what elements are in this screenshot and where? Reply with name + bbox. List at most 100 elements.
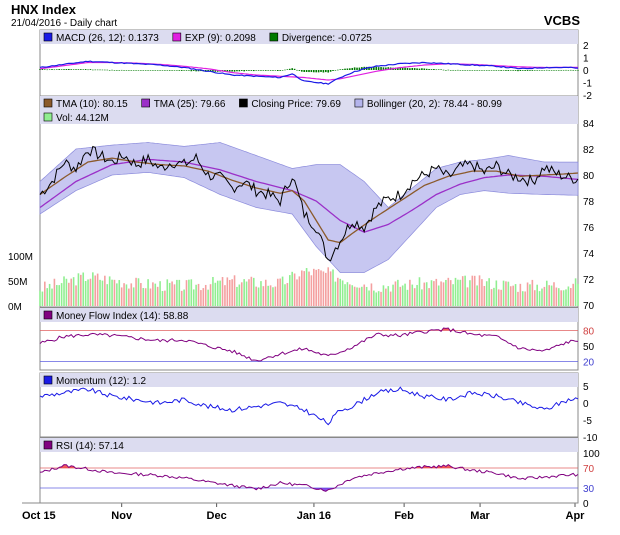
divergence-bar [135, 70, 137, 71]
divergence-bar [449, 70, 452, 71]
brand-label: VCBS [543, 13, 580, 28]
volume-bar [262, 286, 265, 306]
volume-bar [96, 273, 99, 306]
divergence-bar [541, 70, 543, 71]
price-legend-label: TMA (10): 80.15 [56, 99, 128, 110]
volume-bar [329, 271, 332, 306]
divergence-bar [212, 70, 214, 72]
price-legend-label: Bollinger (20, 2): 78.44 - 80.99 [367, 99, 503, 110]
volume-bar [176, 279, 178, 306]
volume-bar [394, 281, 397, 306]
volume-bar [46, 288, 49, 306]
volume-bar [442, 282, 445, 306]
volume-bar [464, 275, 466, 306]
divergence-bar [483, 70, 486, 71]
price-tick-label: 72 [583, 275, 595, 286]
mfi-tick-label: 80 [583, 326, 595, 337]
volume-bar [140, 283, 142, 306]
volume-bar [553, 282, 555, 306]
divergence-bar [425, 68, 428, 70]
divergence-bar [464, 70, 466, 71]
divergence-bar [416, 68, 418, 70]
divergence-bar [399, 67, 402, 70]
divergence-bar [84, 69, 87, 70]
divergence-bar [276, 70, 279, 72]
volume-bar [200, 290, 202, 306]
divergence-bar [445, 70, 447, 71]
macd-legend-swatch [172, 32, 182, 42]
divergence-bar [226, 70, 229, 72]
volume-bar [543, 286, 546, 306]
macd-tick-label: 1 [583, 54, 589, 65]
divergence-bar [149, 70, 152, 71]
divergence-bar [267, 70, 269, 71]
macd-tick-label: -2 [583, 91, 592, 102]
volume-bar [92, 272, 94, 306]
rsi-tick-label: 70 [583, 464, 595, 475]
divergence-bar [339, 69, 342, 70]
volume-bar [99, 279, 101, 306]
volume-bar [212, 276, 214, 306]
volume-bar [188, 279, 190, 306]
divergence-bar [255, 70, 257, 71]
divergence-bar [113, 70, 116, 71]
volume-bar [469, 280, 471, 306]
divergence-bar [433, 68, 435, 70]
price-legend-swatch [141, 98, 151, 108]
divergence-bar [572, 70, 574, 71]
volume-bar [521, 291, 524, 306]
mfi-tick-label: 20 [583, 358, 595, 369]
volume-bar [195, 284, 197, 306]
volume-bar [202, 288, 205, 306]
divergence-bar [377, 67, 380, 70]
divergence-bar [454, 70, 457, 71]
volume-bar [473, 275, 476, 306]
volume-bar [70, 278, 73, 306]
x-axis-label: Oct 15 [22, 510, 56, 522]
volume-bar [574, 278, 577, 306]
divergence-bar [173, 70, 176, 71]
divergence-bar [233, 70, 236, 72]
volume-bar [341, 280, 344, 306]
volume-bar [346, 282, 349, 306]
volume-bar [349, 284, 351, 306]
divergence-bar [296, 69, 298, 71]
closing-price-line [39, 145, 579, 262]
divergence-bar [461, 70, 464, 71]
divergence-bar [370, 67, 373, 70]
divergence-bar [82, 69, 85, 70]
x-axis-label: Nov [111, 510, 133, 522]
volume-bar [567, 286, 570, 306]
volume-bar [274, 286, 277, 306]
volume-bar [147, 279, 149, 306]
divergence-bar [459, 70, 462, 71]
volume-bar [296, 279, 298, 306]
divergence-bar [106, 69, 109, 71]
mfi-legend-swatch [43, 310, 53, 320]
volume-bar [149, 288, 152, 306]
divergence-bar [509, 70, 512, 71]
divergence-bar [159, 70, 161, 71]
divergence-bar [94, 69, 97, 71]
divergence-bar [538, 70, 541, 71]
divergence-bar [228, 70, 231, 72]
volume-bar [116, 283, 118, 306]
volume-bar [94, 275, 97, 306]
divergence-bar [87, 69, 89, 71]
momentum-legend-label: Momentum (12): 1.2 [56, 376, 146, 387]
volume-bar [512, 285, 514, 306]
divergence-bar [243, 70, 245, 72]
volume-bar [161, 291, 164, 306]
divergence-bar [123, 70, 125, 71]
divergence-bar [346, 68, 349, 70]
volume-bar [565, 289, 567, 306]
divergence-bar [341, 69, 344, 70]
volume-bar [286, 283, 289, 306]
divergence-bar [315, 70, 318, 73]
volume-bar [418, 277, 421, 306]
divergence-bar [543, 70, 546, 71]
volume-bar [447, 277, 450, 306]
volume-bar [514, 284, 517, 306]
volume-bar [219, 280, 221, 306]
divergence-bar [423, 68, 426, 70]
